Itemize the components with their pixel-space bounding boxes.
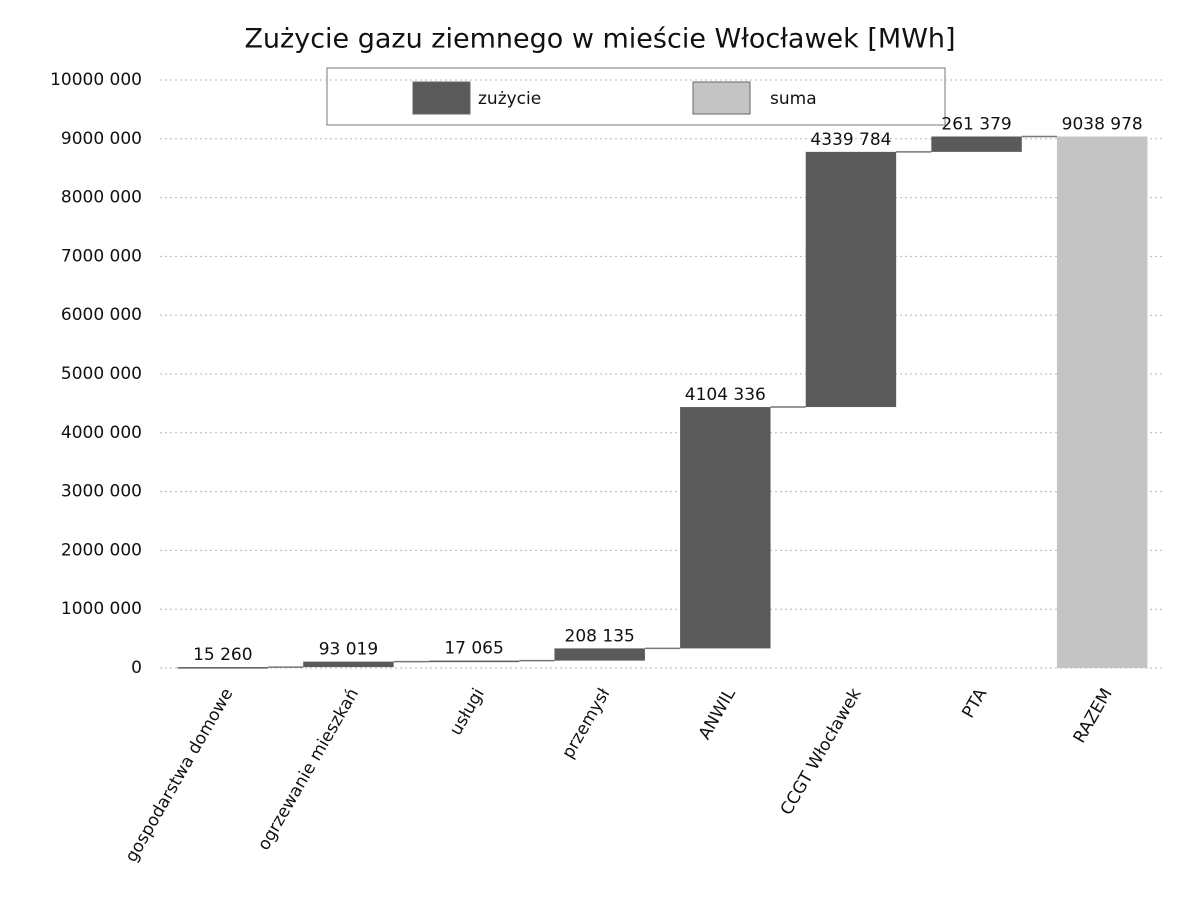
legend-label: suma <box>770 89 817 109</box>
data-label: 4339 784 <box>810 130 891 150</box>
x-tick-label: przemysł <box>558 685 614 762</box>
data-label: 261 379 <box>941 115 1011 135</box>
data-label: 15 260 <box>193 645 252 665</box>
bar <box>303 661 394 668</box>
y-tick-label: 6000 000 <box>61 305 142 325</box>
data-label: 9038 978 <box>1062 115 1143 135</box>
data-label: 208 135 <box>565 626 635 646</box>
y-tick-label: 8000 000 <box>61 188 142 208</box>
y-tick-label: 10000 000 <box>50 70 142 90</box>
y-tick-label: 4000 000 <box>61 423 142 443</box>
x-tick-label: usługi <box>446 685 489 739</box>
y-tick-label: 1000 000 <box>61 599 142 619</box>
data-label: 93 019 <box>319 640 378 660</box>
bar <box>177 667 269 669</box>
legend-swatch <box>692 81 751 115</box>
y-tick-label: 9000 000 <box>61 129 142 149</box>
data-label: 17 065 <box>444 639 503 659</box>
bar <box>680 407 771 649</box>
x-tick-label: ANWIL <box>695 685 740 744</box>
bar <box>805 151 897 408</box>
y-tick-label: 2000 000 <box>61 540 142 560</box>
x-tick-label: RAZEM <box>1070 685 1117 747</box>
y-tick-label: 7000 000 <box>61 246 142 266</box>
legend-label: zużycie <box>478 89 541 109</box>
y-tick-label: 0 <box>131 658 142 678</box>
chart-title: Zużycie gazu ziemnego w mieście Włocławe… <box>244 24 955 55</box>
x-tick-label: PTA <box>958 685 991 722</box>
bar <box>554 648 645 661</box>
bar <box>931 136 1022 152</box>
bar <box>1056 136 1148 669</box>
x-tick-label: ogrzewanie mieszkań <box>254 685 363 854</box>
data-label: 4104 336 <box>685 385 766 405</box>
bar <box>428 660 520 663</box>
legend-swatch <box>412 81 471 115</box>
x-tick-label: CCGT Włocławek <box>777 685 866 819</box>
y-tick-label: 3000 000 <box>61 482 142 502</box>
x-tick-label: gospodarstwa domowe <box>122 685 238 866</box>
y-tick-label: 5000 000 <box>61 364 142 384</box>
